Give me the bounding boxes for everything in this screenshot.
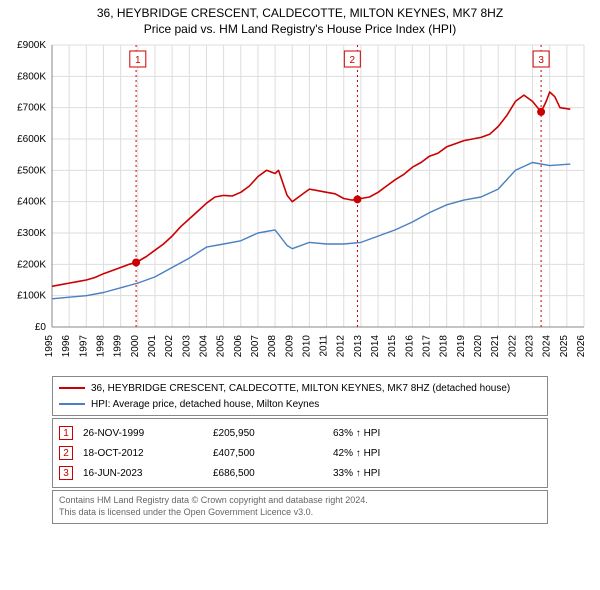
legend: 36, HEYBRIDGE CRESCENT, CALDECOTTE, MILT… — [52, 376, 548, 416]
svg-text:2025: 2025 — [559, 335, 570, 358]
event-marker-1: 1 — [59, 426, 73, 440]
svg-text:£900K: £900K — [17, 40, 46, 51]
event-delta-1: 63% ↑ HPI — [333, 428, 433, 439]
svg-text:2003: 2003 — [181, 335, 192, 358]
svg-text:2022: 2022 — [507, 335, 518, 358]
svg-text:2012: 2012 — [336, 335, 347, 358]
event-price-1: £205,950 — [213, 428, 323, 439]
event-delta-2: 42% ↑ HPI — [333, 448, 433, 459]
svg-text:2018: 2018 — [439, 335, 450, 358]
svg-text:2011: 2011 — [319, 335, 330, 357]
legend-swatch-red — [59, 387, 85, 389]
svg-text:2013: 2013 — [353, 335, 364, 358]
event-date-2: 18-OCT-2012 — [83, 448, 203, 459]
footer-line-2: This data is licensed under the Open Gov… — [59, 507, 541, 519]
line-chart: £0 £100K £200K £300K £400K £500K £600K £700K £80… — [0, 37, 600, 367]
svg-text:1997: 1997 — [78, 335, 89, 358]
svg-text:2008: 2008 — [267, 335, 278, 358]
event-marker-3: 3 — [59, 466, 73, 480]
svg-text:£0: £0 — [35, 322, 47, 333]
svg-text:2006: 2006 — [233, 335, 244, 358]
svg-text:1999: 1999 — [113, 335, 124, 358]
event-price-2: £407,500 — [213, 448, 323, 459]
event-marker-2: 2 — [59, 446, 73, 460]
events-table: 1 26-NOV-1999 £205,950 63% ↑ HPI 2 18-OC… — [52, 418, 548, 488]
svg-text:£500K: £500K — [17, 166, 46, 177]
event-row-3: 3 16-JUN-2023 £686,500 33% ↑ HPI — [59, 463, 541, 483]
page: 36, HEYBRIDGE CRESCENT, CALDECOTTE, MILT… — [0, 0, 600, 590]
svg-text:£300K: £300K — [17, 228, 46, 239]
attribution-footer: Contains HM Land Registry data © Crown c… — [52, 490, 548, 523]
legend-label-hpi: HPI: Average price, detached house, Milt… — [91, 399, 319, 410]
legend-item-hpi: HPI: Average price, detached house, Milt… — [59, 396, 541, 412]
svg-text:2002: 2002 — [164, 335, 175, 358]
svg-text:£700K: £700K — [17, 103, 46, 114]
event-delta-3: 33% ↑ HPI — [333, 468, 433, 479]
event-row-1: 1 26-NOV-1999 £205,950 63% ↑ HPI — [59, 423, 541, 443]
svg-text:2015: 2015 — [387, 335, 398, 358]
svg-text:2026: 2026 — [576, 335, 587, 358]
svg-text:2016: 2016 — [404, 335, 415, 358]
svg-text:2017: 2017 — [422, 335, 433, 358]
svg-text:2014: 2014 — [370, 335, 381, 358]
svg-text:2021: 2021 — [490, 335, 501, 358]
svg-text:2001: 2001 — [147, 335, 158, 358]
svg-text:2000: 2000 — [130, 335, 141, 358]
svg-text:£600K: £600K — [17, 134, 46, 145]
svg-text:3: 3 — [538, 55, 544, 66]
chart-title: 36, HEYBRIDGE CRESCENT, CALDECOTTE, MILT… — [0, 0, 600, 37]
chart-area: £0 £100K £200K £300K £400K £500K £600K £700K £80… — [0, 37, 600, 372]
svg-text:2024: 2024 — [542, 335, 553, 358]
svg-text:2007: 2007 — [250, 335, 261, 358]
svg-text:2009: 2009 — [284, 335, 295, 358]
footer-line-1: Contains HM Land Registry data © Crown c… — [59, 495, 541, 507]
title-line-2: Price paid vs. HM Land Registry's House … — [0, 22, 600, 38]
svg-text:2019: 2019 — [456, 335, 467, 358]
svg-text:2005: 2005 — [216, 335, 227, 358]
svg-text:£200K: £200K — [17, 260, 46, 271]
svg-text:1: 1 — [135, 55, 141, 66]
svg-text:2020: 2020 — [473, 335, 484, 358]
legend-label-property: 36, HEYBRIDGE CRESCENT, CALDECOTTE, MILT… — [91, 383, 510, 394]
event-date-3: 16-JUN-2023 — [83, 468, 203, 479]
event-price-3: £686,500 — [213, 468, 323, 479]
event-row-2: 2 18-OCT-2012 £407,500 42% ↑ HPI — [59, 443, 541, 463]
title-line-1: 36, HEYBRIDGE CRESCENT, CALDECOTTE, MILT… — [0, 6, 600, 22]
svg-text:1995: 1995 — [44, 335, 55, 358]
legend-item-property: 36, HEYBRIDGE CRESCENT, CALDECOTTE, MILT… — [59, 380, 541, 396]
svg-text:1998: 1998 — [95, 335, 106, 358]
svg-text:2: 2 — [350, 55, 356, 66]
svg-text:£400K: £400K — [17, 197, 46, 208]
svg-text:£100K: £100K — [17, 291, 46, 302]
svg-text:2010: 2010 — [301, 335, 312, 358]
svg-text:2004: 2004 — [198, 335, 209, 358]
svg-text:2023: 2023 — [525, 335, 536, 358]
event-date-1: 26-NOV-1999 — [83, 428, 203, 439]
legend-swatch-blue — [59, 403, 85, 405]
svg-text:£800K: £800K — [17, 72, 46, 83]
svg-text:1996: 1996 — [61, 335, 72, 358]
